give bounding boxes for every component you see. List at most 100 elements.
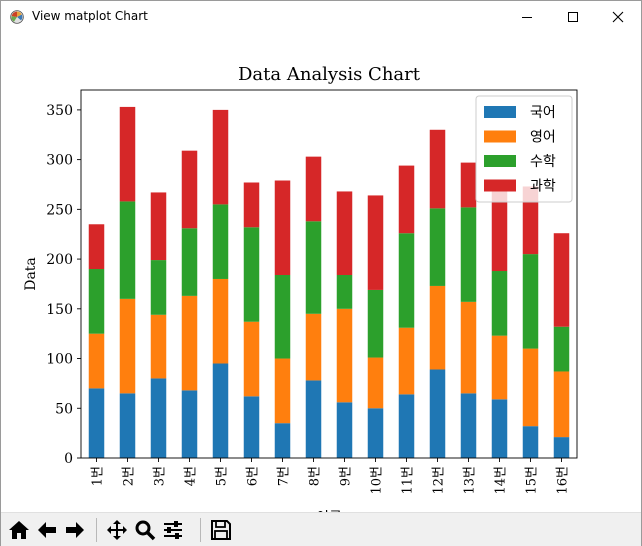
forward-arrow-icon: [66, 522, 84, 538]
y-tick-label: 150: [46, 302, 73, 318]
bar-segment: [522, 186, 539, 255]
floppy-disk-icon: [211, 520, 231, 540]
bar-segment: [460, 393, 477, 458]
y-tick-label: 300: [46, 153, 73, 169]
bar-segment: [522, 254, 539, 349]
toolbar-separator: [200, 518, 201, 542]
bar-segment: [119, 298, 136, 394]
bar-segment: [398, 165, 415, 234]
bar-segment: [460, 301, 477, 394]
bar-segment: [336, 308, 353, 403]
maximize-button[interactable]: [550, 1, 596, 32]
bar-segment: [88, 224, 105, 270]
legend-box: [475, 95, 573, 203]
home-button[interactable]: [6, 517, 32, 543]
x-tick-label: 3번: [153, 466, 168, 486]
bar-segment: [274, 274, 291, 359]
save-button[interactable]: [208, 517, 234, 543]
x-tick-label: 16번: [556, 466, 571, 495]
minimize-icon: [522, 16, 532, 18]
bar-segment: [243, 182, 260, 228]
x-tick-label: 6번: [246, 466, 261, 486]
x-tick-label: 10번: [370, 466, 385, 495]
y-tick-label: 250: [46, 202, 73, 218]
window-title: View matplot Chart: [32, 9, 148, 23]
move-icon: [107, 520, 127, 540]
bar-segment: [243, 321, 260, 397]
forward-button[interactable]: [62, 517, 88, 543]
bar-segment: [305, 156, 322, 222]
x-tick-label: 4번: [184, 466, 199, 486]
sliders-icon: [164, 521, 182, 539]
bar-segment: [398, 394, 415, 458]
bar-segment: [367, 195, 384, 290]
bar-segment: [274, 423, 291, 458]
bar-segment: [212, 204, 229, 279]
pan-button[interactable]: [104, 517, 130, 543]
chart-title: Data Analysis Chart: [238, 64, 421, 85]
maximize-icon: [568, 11, 578, 22]
bar-segment: [181, 228, 198, 296]
bar-segment: [150, 192, 167, 261]
x-tick-label: 14번: [494, 466, 509, 495]
back-button[interactable]: [34, 517, 60, 543]
legend-label: 영어: [530, 130, 556, 146]
toolbar-separator: [96, 518, 97, 542]
bar-segment: [491, 335, 508, 400]
bar-segment: [150, 378, 167, 458]
bar-segment: [212, 278, 229, 364]
x-tick-label: 12번: [432, 466, 447, 495]
bar-segment: [212, 363, 229, 458]
minimize-button[interactable]: [504, 1, 550, 32]
bar-segment: [491, 399, 508, 458]
navigation-toolbar: [1, 512, 641, 546]
bar-segment: [243, 396, 260, 458]
plot-frame: [80, 89, 578, 459]
x-tick-label: 15번: [525, 466, 540, 495]
bar-segment: [460, 207, 477, 302]
bar-segment: [274, 180, 291, 275]
bar-segment: [429, 208, 446, 286]
bar-segment: [367, 357, 384, 409]
bar-segment: [88, 333, 105, 389]
bar-segment: [243, 227, 260, 322]
bar-segment: [305, 380, 322, 458]
close-button[interactable]: [595, 1, 641, 32]
y-axis-label: Data: [23, 257, 39, 291]
legend-label: 수학: [530, 154, 556, 170]
bar-segment: [522, 426, 539, 458]
bar-segment: [429, 129, 446, 209]
bar-segment: [429, 369, 446, 458]
bar-segment: [367, 408, 384, 458]
x-tick-label: 8번: [308, 466, 323, 486]
y-tick-label: 350: [46, 103, 73, 119]
legend-swatch: [484, 106, 516, 118]
bar-segment: [553, 437, 570, 458]
magnifier-icon: [135, 520, 156, 541]
x-tick-label: 2번: [122, 466, 137, 486]
bar-segment: [88, 388, 105, 458]
bar-segment: [119, 201, 136, 299]
bar-segment: [212, 109, 229, 205]
bar-segment: [119, 106, 136, 202]
bar-segment: [336, 191, 353, 275]
bar-segment: [88, 269, 105, 334]
zoom-button[interactable]: [132, 517, 158, 543]
bar-segment: [336, 402, 353, 458]
x-tick-label: 11번: [401, 466, 416, 495]
x-tick-label: 9번: [339, 466, 354, 486]
stacked-bar-chart: Data Analysis Chart 0 50 100 150 200 250 300 350…: [23, 64, 578, 526]
title-bar: View matplot Chart: [1, 1, 641, 32]
chart-canvas[interactable]: Data Analysis Chart 0 50 100 150 200 250 300 350…: [1, 32, 641, 526]
bar-segment: [336, 274, 353, 309]
configure-button[interactable]: [160, 517, 186, 543]
x-tick-label: 5번: [215, 466, 230, 486]
y-tick-label: 50: [55, 401, 73, 417]
bar-segment: [553, 326, 570, 372]
bar-segment: [181, 150, 198, 229]
bar-segment: [460, 162, 477, 208]
bar-segment: [491, 271, 508, 336]
bar-segment: [553, 233, 570, 327]
close-icon: [612, 11, 624, 22]
